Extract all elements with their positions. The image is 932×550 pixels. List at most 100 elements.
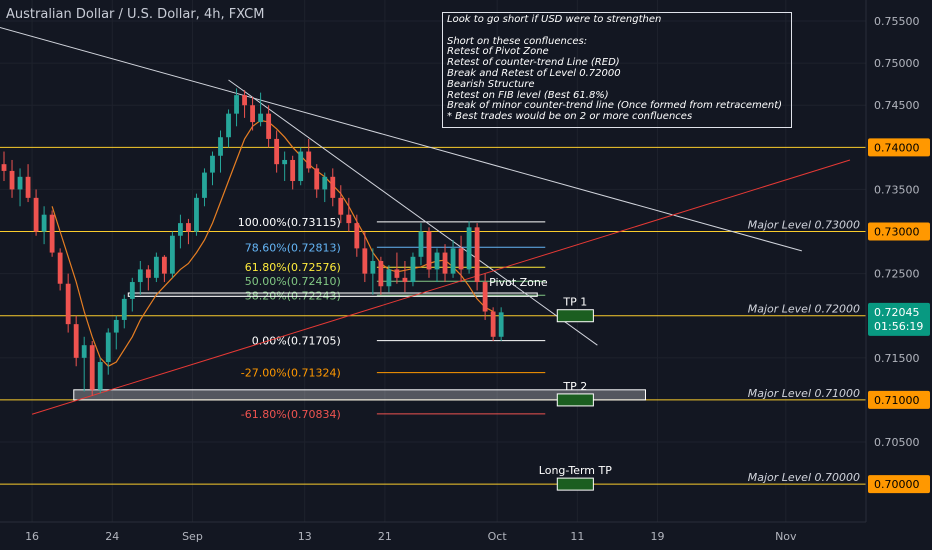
candle[interactable] xyxy=(330,168,336,207)
candle[interactable] xyxy=(386,265,392,293)
major-level-label: Major Level 0.71000 xyxy=(748,387,860,400)
pivot-zone-box[interactable] xyxy=(127,292,538,297)
candle[interactable] xyxy=(282,151,288,182)
candle[interactable] xyxy=(370,248,376,295)
candle-body xyxy=(113,319,119,333)
candle[interactable] xyxy=(17,168,23,207)
candle[interactable] xyxy=(65,273,71,333)
candle[interactable] xyxy=(354,214,360,257)
candle[interactable] xyxy=(1,151,7,182)
candle-body xyxy=(33,197,39,232)
candle[interactable] xyxy=(442,244,448,283)
candle[interactable] xyxy=(57,248,63,291)
time-tick-label: 21 xyxy=(378,530,392,543)
candle[interactable] xyxy=(346,197,352,232)
fib-level-label: -27.00%(0.71324) xyxy=(241,367,341,380)
candle[interactable] xyxy=(426,227,432,278)
candle[interactable] xyxy=(474,223,480,291)
candle[interactable] xyxy=(258,92,264,127)
candle[interactable] xyxy=(186,218,191,245)
candle[interactable] xyxy=(49,210,55,257)
candle[interactable] xyxy=(458,235,464,283)
candle[interactable] xyxy=(234,88,239,127)
price-tick-label: 0.72500 xyxy=(874,268,920,281)
candle[interactable] xyxy=(410,252,416,287)
candle[interactable] xyxy=(145,265,151,291)
candle[interactable] xyxy=(322,172,328,203)
candle-body xyxy=(426,231,432,270)
note-line: Retest of Pivot Zone xyxy=(447,46,549,58)
candle[interactable] xyxy=(482,273,488,320)
candle[interactable] xyxy=(314,164,320,198)
candle[interactable] xyxy=(394,252,400,284)
candle-body xyxy=(266,113,272,139)
candle[interactable] xyxy=(178,214,183,249)
candle-body xyxy=(242,95,247,106)
candle[interactable] xyxy=(169,231,175,278)
candle[interactable] xyxy=(153,252,159,283)
candle[interactable] xyxy=(137,261,143,295)
trendline[interactable] xyxy=(0,25,802,252)
level-price-tag xyxy=(868,222,930,241)
candle[interactable] xyxy=(226,109,231,148)
candle[interactable] xyxy=(202,168,207,207)
take-profit-label: Long-Term TP xyxy=(539,464,612,477)
candle[interactable] xyxy=(25,164,31,203)
candle-body xyxy=(41,214,47,232)
candle-body xyxy=(490,311,496,337)
candle[interactable] xyxy=(33,189,39,236)
candle[interactable] xyxy=(362,231,368,283)
candle[interactable] xyxy=(97,357,103,394)
current-price-label: 0.72045 xyxy=(874,306,920,319)
candle[interactable] xyxy=(194,193,199,236)
note-line: Break and Retest of Level 0.72000 xyxy=(447,67,621,79)
candle[interactable] xyxy=(41,206,47,245)
time-axis[interactable] xyxy=(0,522,932,550)
price-axis[interactable] xyxy=(866,0,932,550)
price-tick-label: 0.73500 xyxy=(874,183,920,196)
candle[interactable] xyxy=(418,223,424,266)
candle[interactable] xyxy=(378,256,384,295)
candle[interactable] xyxy=(81,336,87,392)
candle[interactable] xyxy=(338,185,344,224)
candle-body xyxy=(442,252,448,274)
candle[interactable] xyxy=(450,239,456,278)
candle-body xyxy=(202,172,207,198)
trade-notes-box[interactable]: Look to go short if USD were to strength… xyxy=(442,12,792,128)
candle[interactable] xyxy=(73,315,79,367)
candle-body xyxy=(186,223,191,232)
candle[interactable] xyxy=(266,105,272,148)
candle[interactable] xyxy=(113,315,119,350)
candle[interactable] xyxy=(89,340,95,396)
take-profit-box[interactable] xyxy=(556,393,594,407)
support-zone-box[interactable] xyxy=(73,389,646,401)
candle[interactable] xyxy=(218,130,223,173)
candle[interactable] xyxy=(121,294,127,329)
fib-level-label: 78.60%(0.72813) xyxy=(245,241,341,254)
candle[interactable] xyxy=(250,96,255,131)
candle[interactable] xyxy=(298,147,304,186)
note-line: Retest of counter-trend Line (RED) xyxy=(447,57,620,69)
candle[interactable] xyxy=(290,155,296,190)
candle[interactable] xyxy=(490,307,496,341)
trendline[interactable] xyxy=(228,79,598,346)
time-tick-label: Nov xyxy=(775,530,797,543)
take-profit-label: TP 2 xyxy=(562,380,587,393)
candle[interactable] xyxy=(161,255,167,283)
candle[interactable] xyxy=(105,328,111,375)
candle[interactable] xyxy=(402,261,408,293)
candle[interactable] xyxy=(466,221,472,274)
candle[interactable] xyxy=(210,151,215,186)
candle[interactable] xyxy=(242,90,247,118)
trendline[interactable] xyxy=(31,159,851,415)
candle[interactable] xyxy=(434,248,440,283)
candle[interactable] xyxy=(129,277,135,312)
take-profit-box[interactable] xyxy=(556,309,594,323)
candle[interactable] xyxy=(9,159,15,198)
take-profit-box[interactable] xyxy=(556,477,594,491)
candle[interactable] xyxy=(274,130,280,173)
candle[interactable] xyxy=(306,138,312,173)
candle-body xyxy=(306,151,312,169)
candle[interactable] xyxy=(498,307,504,341)
